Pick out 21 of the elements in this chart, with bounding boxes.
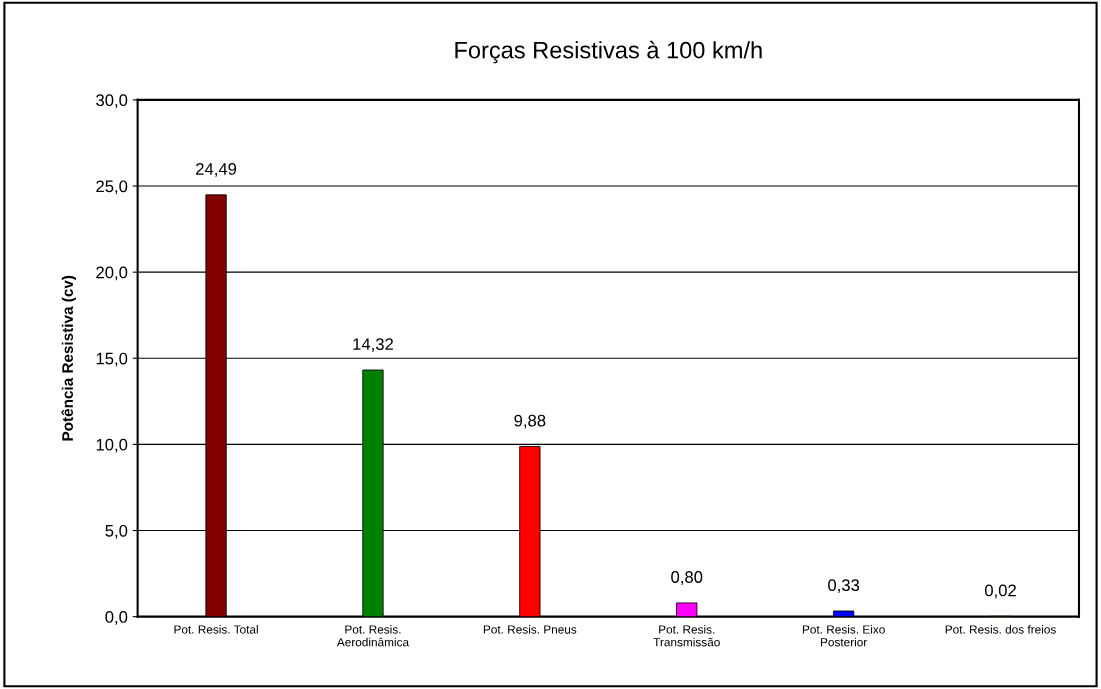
data-label: 24,49 [196,163,237,177]
y-tick-label: 15,0 [96,352,128,367]
data-label: 9,88 [514,414,546,429]
x-tick-label: Pot. Resis. Eixo Posterior [802,624,885,647]
y-tick-label: 10,0 [96,438,128,453]
x-tick-label: Pot. Resis. dos freios [945,624,1056,634]
y-axis-title: Potência Resistiva (cv) [61,275,77,441]
y-tick-label: 20,0 [96,266,128,281]
x-tick-label: Pot. Resis. Pneus [483,624,577,634]
y-tick-label: 0,0 [105,611,128,625]
data-label: 0,33 [828,579,860,593]
chart-title: Forças Resistivas à 100 km/h [455,40,762,64]
x-tick-label: Pot. Resis. Aerodinâmica [336,624,410,647]
x-tick-label: Pot. Resis. Transmissão [653,624,720,647]
data-label: 0,02 [984,584,1016,599]
y-tick-label: 5,0 [105,524,128,539]
y-tick-label: 30,0 [96,94,128,109]
data-label: 14,32 [353,338,393,352]
x-tick-label: Pot. Resis. Total [174,624,258,634]
y-tick-label: 25,0 [96,180,128,195]
data-label: 0,80 [671,571,703,585]
